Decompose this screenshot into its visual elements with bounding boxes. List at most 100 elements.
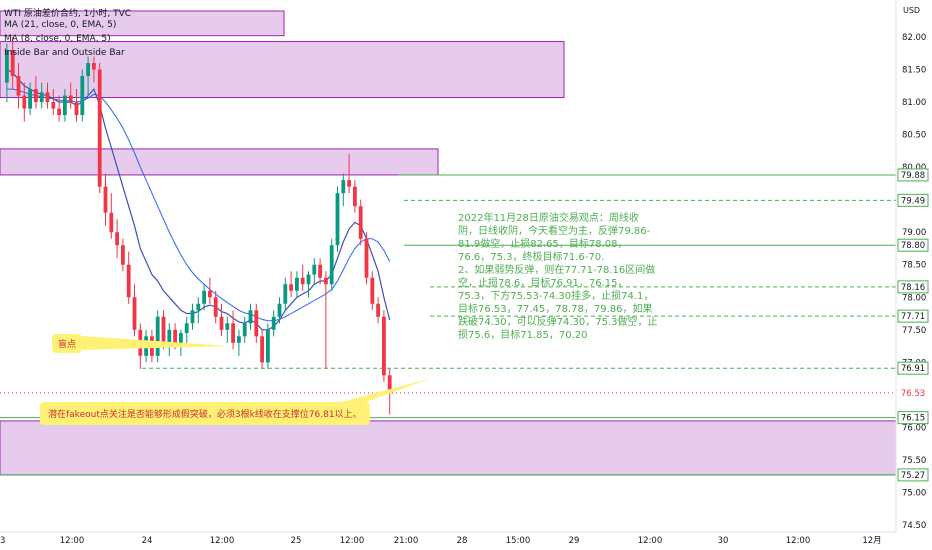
- price-axis[interactable]: USD82.0081.5081.0080.5080.0079.5079.0078…: [895, 0, 926, 532]
- zone-box: [0, 420, 897, 476]
- time-tick: 21:00: [394, 536, 419, 546]
- candle-body: [312, 264, 317, 275]
- candle-body: [5, 50, 9, 83]
- time-tick: 12:00: [60, 536, 85, 546]
- candle-body: [289, 284, 293, 291]
- candle-body: [364, 238, 369, 278]
- candle-body: [173, 329, 177, 343]
- candle-body: [329, 245, 334, 285]
- candle-body: [347, 180, 351, 187]
- candle-body: [300, 277, 305, 285]
- price-label-box: [897, 238, 929, 252]
- candle-body: [74, 102, 79, 116]
- candle-body: [132, 297, 137, 330]
- price-label-text: 79.49: [901, 196, 925, 206]
- candle-body: [254, 310, 259, 337]
- price-tick: 76.00: [902, 423, 926, 433]
- price-label-text: 76.91: [901, 364, 925, 374]
- price-label-box: [897, 280, 929, 294]
- candle-body: [92, 63, 96, 70]
- time-tick: 12:00: [786, 536, 811, 546]
- price-label-box: [897, 361, 929, 375]
- price-tick: 78.00: [902, 293, 926, 303]
- symbol-title: WTI 原油差价合约, 1小时, TVC: [4, 9, 132, 19]
- price-tick: 82.00: [902, 33, 926, 43]
- time-tick: 25: [291, 536, 302, 546]
- time-tick: 15:00: [506, 536, 531, 546]
- candle-body: [16, 76, 21, 96]
- time-tick: 12:00: [340, 536, 365, 546]
- candle-body: [196, 303, 201, 311]
- candle-body: [237, 336, 241, 343]
- candle-body: [68, 95, 73, 103]
- currency-label: USD: [903, 6, 920, 15]
- candle-body: [283, 284, 288, 304]
- price-label-text: 78.80: [901, 241, 925, 251]
- time-tick: 30: [718, 536, 729, 546]
- price-tick: 74.50: [902, 521, 926, 531]
- candle-body: [271, 316, 276, 330]
- candle-body: [10, 50, 15, 77]
- time-tick: 29: [569, 536, 580, 546]
- candle-body: [34, 89, 38, 103]
- candle-body: [260, 336, 264, 363]
- candle-body: [51, 102, 56, 109]
- candle-body: [202, 290, 206, 304]
- gap-callout: 盲点: [52, 334, 83, 353]
- candle-body: [167, 329, 172, 343]
- price-tick: 78.50: [902, 261, 926, 271]
- price-label-text: 76.53: [901, 389, 925, 399]
- candle-body: [353, 186, 357, 207]
- price-label-text: 79.88: [901, 171, 925, 181]
- candle-body: [387, 375, 392, 393]
- price-label-box: [897, 193, 929, 207]
- price-tick: 81.50: [902, 66, 926, 76]
- time-tick: 12:00: [638, 536, 663, 546]
- price-tick: 75.50: [902, 456, 926, 466]
- price-tick: 81.00: [902, 98, 926, 108]
- time-tick: 3: [0, 536, 5, 546]
- price-label-box: [897, 309, 929, 323]
- candlesticks: [5, 37, 392, 415]
- ma1-legend: MA (21, close, 0, EMA, 5): [4, 20, 117, 30]
- price-label-text: 77.71: [901, 312, 925, 322]
- indicator-legend: Inside Bar and Outside Bar: [4, 48, 125, 58]
- candle-body: [318, 264, 322, 278]
- ma2-legend: MA (8, close, 0, EMA, 5): [4, 34, 111, 44]
- candle-body: [155, 316, 160, 356]
- candle-body: [370, 277, 375, 304]
- candle-body: [39, 92, 44, 103]
- candle-body: [80, 76, 85, 116]
- trade-idea-note: 2022年11月28日原油交易观点：周线收阴，日线收阴，今天看空为主，反弹79.…: [458, 213, 658, 341]
- time-tick: 24: [142, 536, 153, 546]
- candle-body: [109, 212, 114, 233]
- candle-body: [28, 89, 32, 109]
- candle-body: [306, 274, 311, 285]
- candle-body: [219, 316, 224, 330]
- candle-body: [121, 245, 125, 265]
- time-axis[interactable]: 3 12:00 24 12:00 25 12:00 21:00 28 15:00 29 12:00 3…: [0, 531, 896, 546]
- candle-body: [97, 69, 102, 187]
- price-label-text: 75.27: [901, 471, 925, 481]
- zone-box: [0, 10, 285, 37]
- candle-body: [126, 264, 131, 298]
- candle-body: [190, 310, 195, 324]
- price-label-box: [897, 411, 929, 425]
- candle-body: [324, 277, 328, 285]
- price-tick: 79.00: [902, 228, 926, 238]
- price-tick: 75.00: [902, 488, 926, 498]
- zone-box: [0, 148, 439, 176]
- time-tick: 12月: [862, 536, 881, 546]
- candle-body: [213, 297, 218, 317]
- candle-body: [161, 316, 166, 343]
- candle-body: [231, 323, 235, 343]
- candle-body: [295, 277, 299, 291]
- candle-body: [248, 310, 253, 324]
- time-tick: 28: [457, 536, 468, 546]
- candle-body: [382, 316, 386, 376]
- ma-slow-line: [6, 88, 391, 322]
- price-label-text: 76.15: [901, 414, 925, 424]
- candle-body: [208, 290, 212, 298]
- candle-body: [225, 323, 230, 330]
